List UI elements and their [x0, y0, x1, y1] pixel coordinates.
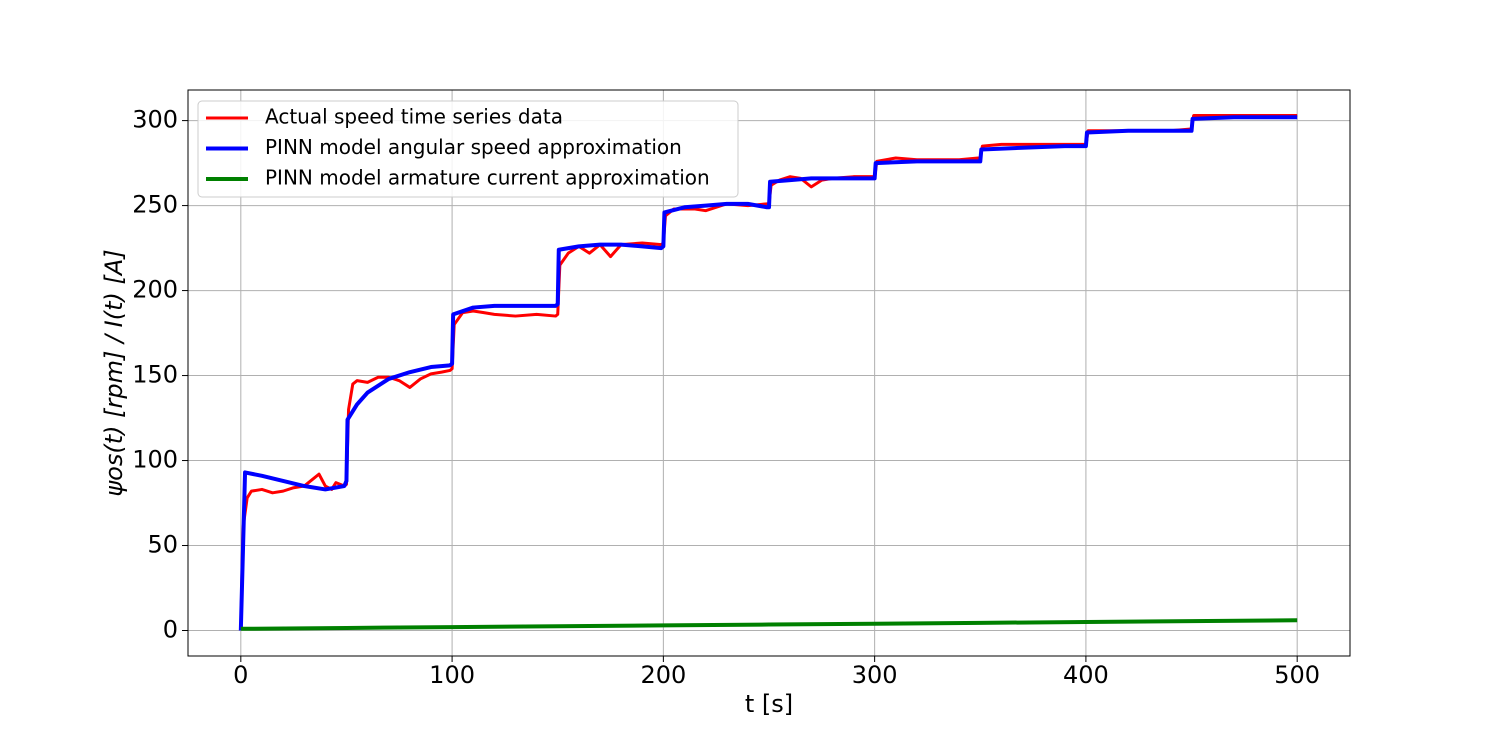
legend-label: PINN model armature current approximatio…: [265, 166, 710, 190]
y-tick-label: 0: [163, 616, 178, 644]
series-line: [238, 115, 1298, 631]
legend-label: Actual speed time series data: [265, 105, 563, 129]
y-tick-label: 50: [147, 531, 178, 559]
x-tick-label: 0: [233, 661, 248, 689]
x-axis-label: t [s]: [745, 690, 793, 718]
plot-frame: [187, 89, 1351, 657]
y-tick-label: 300: [132, 106, 178, 134]
x-tick-label: 500: [1274, 661, 1320, 689]
lines: [238, 113, 1298, 631]
y-axis-label: ψos(t) [rpm] / I(t) [A]: [100, 249, 128, 496]
y-tick-label: 250: [132, 191, 178, 219]
x-tick-label: 100: [429, 661, 475, 689]
x-tick-label: 200: [640, 661, 686, 689]
x-tick-label: 400: [1063, 661, 1109, 689]
series-line: [240, 618, 1298, 631]
y-tick-label: 150: [132, 361, 178, 389]
ticks: 0 100 200 300 400 500 0 50 100 150 200 250 300: [132, 106, 1320, 689]
legend-box: [197, 100, 739, 198]
x-tick-label: 300: [852, 661, 898, 689]
y-tick-label: 200: [132, 276, 178, 304]
y-tick-label: 100: [132, 446, 178, 474]
legend: Actual speed time series data PINN model …: [206, 105, 710, 190]
legend-label: PINN model angular speed approximation: [265, 135, 682, 159]
